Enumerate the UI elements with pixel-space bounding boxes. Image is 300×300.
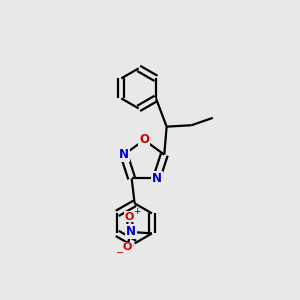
Text: O: O xyxy=(122,242,132,252)
Text: +: + xyxy=(133,207,140,216)
Text: O: O xyxy=(124,212,134,222)
Text: N: N xyxy=(119,148,129,161)
Text: O: O xyxy=(139,134,149,146)
Text: N: N xyxy=(152,172,162,185)
Text: N: N xyxy=(126,225,136,239)
Text: −: − xyxy=(116,248,124,257)
